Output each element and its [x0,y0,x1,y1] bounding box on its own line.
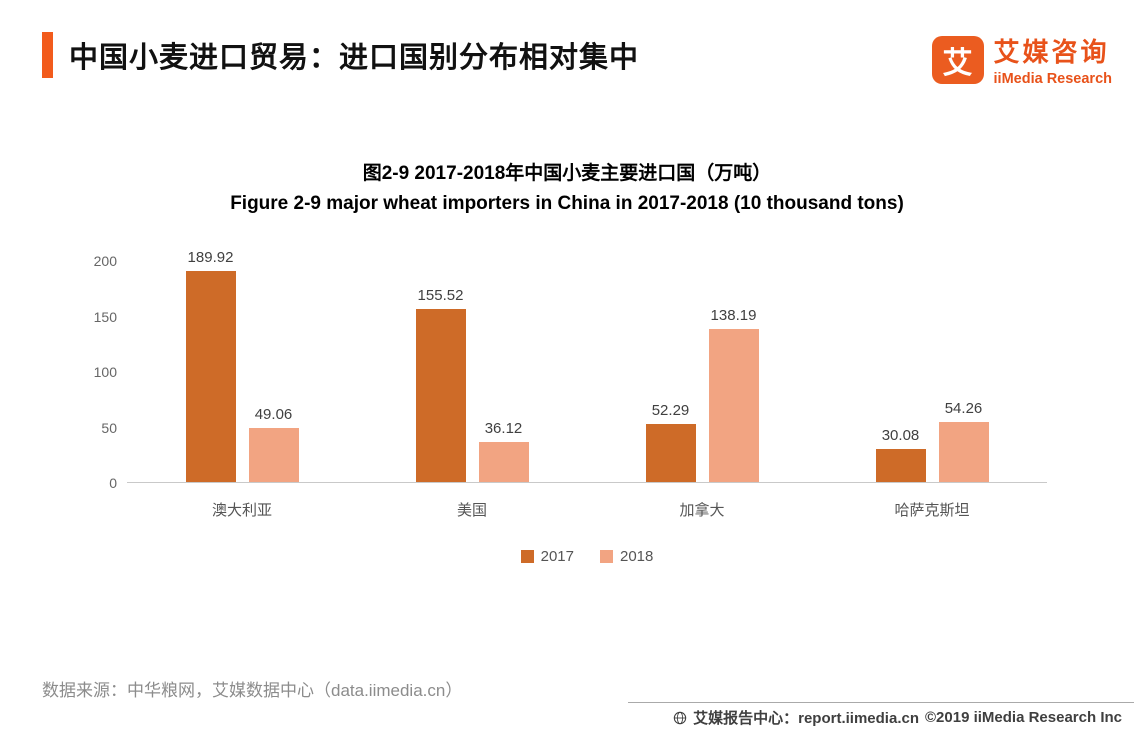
y-tick-label: 100 [93,364,117,380]
chart-title-cn: 图2-9 2017-2018年中国小麦主要进口国（万吨） [362,163,772,184]
legend-swatch [600,550,613,563]
bar-group: 52.29 138.19 [645,306,759,482]
bar-value-label: 30.08 [881,426,920,444]
header: 中国小麦进口贸易：进口国别分布相对集中 艾 艾媒咨询 iiMedia Resea… [0,0,1134,87]
chart-titles: 图2-9 2017-2018年中国小麦主要进口国（万吨） Figure 2-9 … [0,159,1134,219]
bar-value-label: 52.29 [651,401,690,419]
y-tick-label: 150 [93,308,117,325]
chart-title-en: Figure 2-9 major wheat importers in Chin… [230,193,904,214]
footer-copyright: ©2019 iiMedia Research Inc [925,709,1122,726]
bar-2017 [645,423,696,482]
category-label: 美国 [456,502,487,519]
bar-column-2017: 155.52 [415,287,466,482]
logo-text: 艾媒咨询 iiMedia Research [994,32,1112,87]
y-axis: 0 50 100 150 200 [82,253,127,491]
bar-column-2018: 36.12 [478,419,529,482]
y-tick-label: 50 [101,419,117,436]
bar-2018 [708,328,759,482]
bar-2018 [248,427,299,482]
bar-column-2018: 54.26 [938,399,989,482]
category-label: 澳大利亚 [211,502,272,519]
iimedia-logo: 艾 艾媒咨询 iiMedia Research [931,32,1116,87]
bar-column-2017: 52.29 [645,401,696,482]
bar-column-2017: 189.92 [185,249,236,482]
category-label: 哈萨克斯坦 [894,502,970,519]
data-source: 数据来源：中华粮网，艾媒数据中心（data.iimedia.cn） [42,681,463,700]
category-labels: 澳大利亚 美国 加拿大 哈萨克斯坦 [127,499,1047,520]
bar-column-2018: 138.19 [708,306,759,482]
x-labels-row: 澳大利亚 美国 加拿大 哈萨克斯坦 [82,483,1047,520]
legend-label: 2018 [620,548,654,565]
logo-name-en: iiMedia Research [993,71,1112,87]
bar-column-2017: 30.08 [875,426,926,482]
bar-column-2018: 49.06 [248,405,299,482]
bar-2017 [415,309,466,482]
bar-value-label: 155.52 [417,287,464,305]
category-label: 加拿大 [679,502,725,519]
bar-value-label: 189.92 [187,249,234,267]
bar-2017 [185,271,236,482]
y-tick-label: 200 [93,253,117,269]
title-row: 中国小麦进口贸易：进口国别分布相对集中 [42,32,639,78]
legend-item-2018: 2018 [600,548,653,565]
bar-value-label: 138.19 [710,306,757,324]
bar-2018 [478,441,529,482]
legend-label: 2017 [540,548,574,565]
iimedia-logo-icon: 艾 [931,35,984,84]
logo-name-cn: 艾媒咨询 [993,37,1110,67]
bar-group: 189.92 49.06 [185,249,299,482]
footer-report-center: 艾媒报告中心：report.iimedia.cn [693,710,919,727]
bar-chart: 0 50 100 150 200 189.92 49.06 155.52 36.12 52.29… [82,249,1047,491]
legend-item-2017: 2017 [520,548,574,565]
bar-group: 30.08 54.26 [875,399,989,482]
bar-value-label: 36.12 [484,419,523,437]
legend: 2017 2018 [40,548,1134,565]
page-title: 中国小麦进口贸易：进口国别分布相对集中 [69,42,640,74]
bar-group: 155.52 36.12 [415,287,529,482]
legend-swatch [520,550,534,563]
bar-groups: 189.92 49.06 155.52 36.12 52.29 138.19 30.08 54… [127,249,1047,482]
bar-2017 [875,448,926,482]
bar-2018 [938,421,989,482]
plot-area: 189.92 49.06 155.52 36.12 52.29 138.19 30.08 54… [127,249,1047,483]
accent-bar [42,32,53,78]
y-tick-label: 0 [109,475,117,491]
bar-value-label: 49.06 [254,405,293,423]
bar-value-label: 54.26 [944,399,983,417]
footer-bar: 艾媒报告中心：report.iimedia.cn ©2019 iiMedia R… [628,702,1134,737]
x-axis-spacer [82,483,127,520]
globe-icon [673,711,687,724]
